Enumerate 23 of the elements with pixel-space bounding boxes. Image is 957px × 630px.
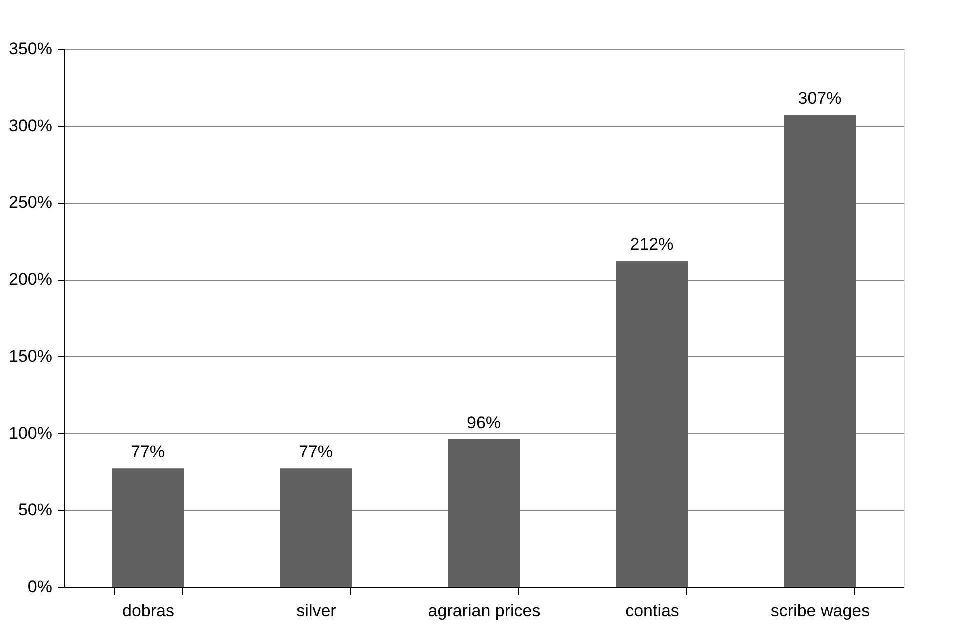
y-tick-label: 200%	[9, 270, 52, 290]
bar	[280, 468, 352, 587]
bar	[112, 468, 184, 587]
y-tick-label: 250%	[9, 193, 52, 212]
x-tick-label: dobras	[122, 602, 174, 620]
y-tick-label: 300%	[9, 116, 52, 136]
x-tick-label: contias	[626, 602, 680, 620]
data-label: 307%	[798, 89, 842, 108]
y-tick-label: 100%	[9, 424, 52, 443]
x-tick-label: agrarian prices	[428, 602, 541, 620]
data-label: 77%	[298, 442, 334, 462]
bar	[616, 261, 688, 587]
y-tick-label: 150%	[9, 346, 52, 366]
bar	[448, 439, 520, 587]
data-label: 77%	[130, 442, 166, 462]
data-label: 96%	[466, 413, 502, 432]
y-tick-label: 350%	[9, 40, 52, 58]
y-tick-label: 50%	[18, 500, 52, 520]
data-label: 212%	[630, 235, 674, 254]
x-tick-label: silver	[296, 602, 337, 620]
y-tick-label: 0%	[28, 578, 52, 596]
bar	[784, 115, 856, 587]
x-tick-label: scribe wages	[770, 602, 870, 620]
